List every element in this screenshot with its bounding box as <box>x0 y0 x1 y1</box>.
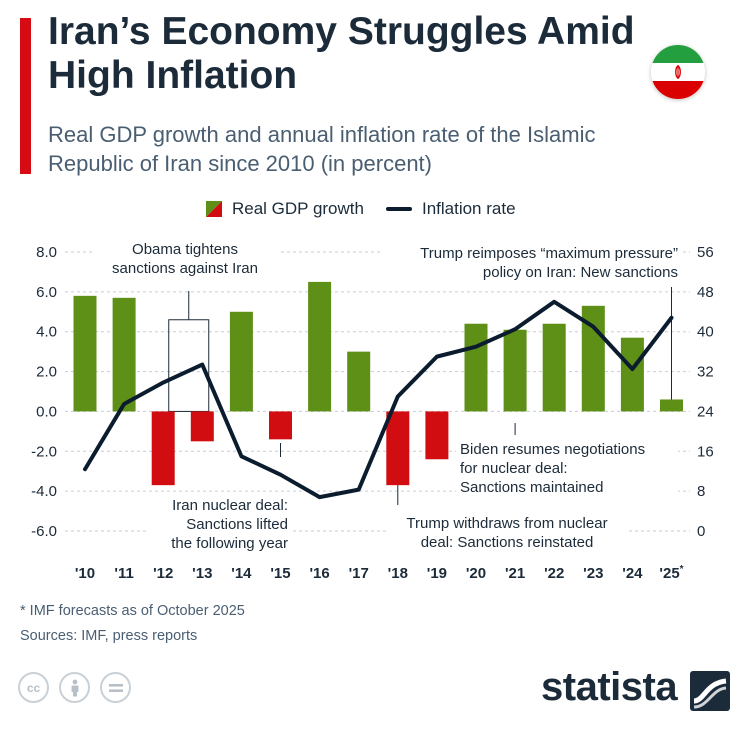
chart-legend: Real GDP growth Inflation rate <box>206 197 538 221</box>
right-tick-label: 0 <box>697 523 705 540</box>
x-tick-label: '23 <box>583 565 603 582</box>
x-tick-label: '13 <box>192 565 212 582</box>
gdp-swatch-icon <box>206 201 222 217</box>
statista-logo[interactable]: statista <box>541 665 678 709</box>
no-derivatives-icon[interactable] <box>100 672 131 703</box>
gdp-bar <box>190 411 214 442</box>
x-tick-label: '18 <box>388 565 408 582</box>
annotation-nuclear-deal-text: the following year <box>171 535 288 552</box>
x-tick-label: '10 <box>75 565 95 582</box>
statista-mark-icon <box>690 671 730 711</box>
inflation-line-swatch-icon <box>385 207 412 211</box>
annotation-nuclear-deal-text: Sanctions lifted <box>186 516 288 533</box>
x-tick-label: '15 <box>270 565 290 582</box>
right-tick-label: 40 <box>697 324 714 341</box>
annotation-biden-text: Biden resumes negotiations <box>460 441 645 458</box>
legend-inflation-label: Inflation rate <box>421 199 516 218</box>
gdp-bar <box>386 411 410 486</box>
annotation-nuclear-deal-box <box>146 493 292 558</box>
left-tick-label: 0.0 <box>36 403 57 420</box>
x-tick-label: '11 <box>114 565 133 582</box>
x-tick-label: '21 <box>505 565 525 582</box>
sources: Sources: IMF, press reports <box>20 628 198 644</box>
annotation-obama-text: sanctions against Iran <box>112 260 258 277</box>
annotation-biden-text: for nuclear deal: <box>460 460 568 477</box>
forecast-asterisk: * <box>680 564 684 575</box>
annotation-trump-max-text: policy on Iran: New sanctions <box>483 264 678 281</box>
x-tick-label: '22 <box>544 565 564 582</box>
x-tick-label: '19 <box>427 565 447 582</box>
annotation-trump-withdraw-box <box>386 511 628 557</box>
cc-icon[interactable]: cc <box>18 672 49 703</box>
annotation-obama-box <box>92 237 278 283</box>
gdp-bar <box>73 295 97 412</box>
left-tick-label: -6.0 <box>31 523 57 540</box>
chart: 8.0 6.0 4.0 2.0 0.0 -2.0 -4.0 -6.0 56 48 40 32 24 16 8… <box>31 237 714 582</box>
gdp-bar <box>503 329 527 412</box>
gdp-bar <box>347 351 371 412</box>
gdp-bar <box>620 337 644 412</box>
annotation-obama-text: Obama tightens <box>132 241 238 258</box>
right-tick-label: 16 <box>697 443 714 460</box>
legend-gdp-label: Real GDP growth <box>232 199 364 218</box>
gdp-bar <box>112 297 136 412</box>
gdp-bar <box>464 323 488 412</box>
gdp-bar <box>660 399 683 412</box>
right-tick-label: 48 <box>697 284 714 301</box>
x-tick-label: '12 <box>153 565 173 582</box>
annotation-trump-withdraw-text: Trump withdraws from nuclear <box>406 515 607 532</box>
page-title: Iran’s Economy Struggles Amid High Infla… <box>48 10 635 97</box>
accent-bar <box>20 18 31 174</box>
gdp-bar <box>425 411 449 460</box>
x-tick-label: '25* <box>659 564 683 582</box>
footnote: * IMF forecasts as of October 2025 <box>20 603 245 619</box>
annotation-trump-withdraw-text: deal: Sanctions reinstated <box>421 534 594 551</box>
left-tick-label: 4.0 <box>36 324 57 341</box>
left-tick-label: -4.0 <box>31 483 57 500</box>
right-tick-label: 8 <box>697 483 705 500</box>
attribution-icon[interactable] <box>59 672 90 703</box>
left-tick-label: 2.0 <box>36 364 57 381</box>
gdp-bar <box>229 311 253 412</box>
legend-inflation: Inflation rate <box>385 199 516 219</box>
right-tick-label: 24 <box>697 403 714 420</box>
annotation-nuclear-deal-text: Iran nuclear deal: <box>172 497 288 514</box>
x-tick-label: '20 <box>466 565 486 582</box>
right-tick-label: 32 <box>697 364 714 381</box>
x-tick-label: '16 <box>309 565 329 582</box>
gdp-bar <box>151 411 175 486</box>
gdp-bar <box>542 323 566 412</box>
license-icons: cc <box>18 672 141 703</box>
x-tick-label: '14 <box>231 565 252 582</box>
gdp-bar <box>308 281 332 412</box>
page-subtitle: Real GDP growth and annual inflation rat… <box>48 122 596 176</box>
left-tick-label: 8.0 <box>36 244 57 261</box>
inflation-line <box>83 299 674 500</box>
left-tick-label: -2.0 <box>31 443 57 460</box>
x-tick-label: '17 <box>349 565 369 582</box>
annotation-trump-max-box <box>382 241 682 287</box>
iran-flag-icon <box>651 45 705 99</box>
right-tick-label: 56 <box>697 244 714 261</box>
x-tick-label: '24 <box>622 565 643 582</box>
gdp-bar <box>269 411 292 440</box>
left-tick-label: 6.0 <box>36 284 57 301</box>
annotation-biden-text: Sanctions maintained <box>460 479 603 496</box>
annotation-trump-max-text: Trump reimposes “maximum pressure” <box>420 245 678 262</box>
legend-gdp: Real GDP growth <box>206 199 364 219</box>
annotation-biden-box <box>456 437 678 502</box>
